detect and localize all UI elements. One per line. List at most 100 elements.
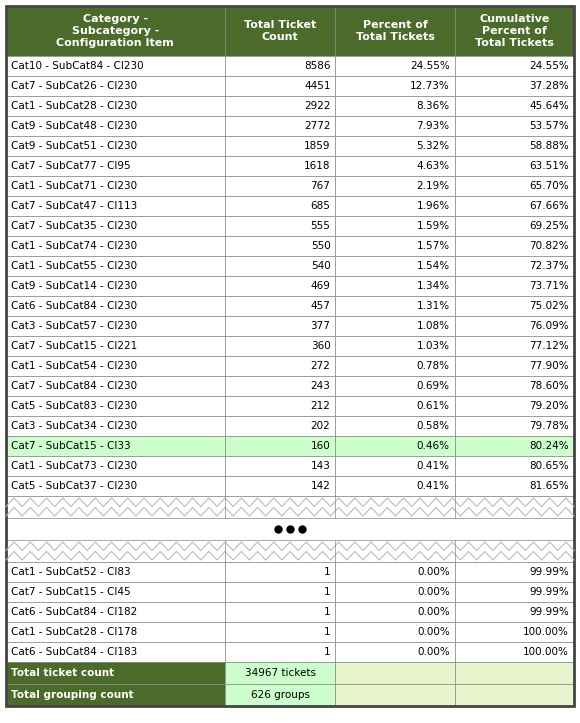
Bar	[6, 476, 224, 496]
Bar	[6, 540, 574, 562]
Text: 80.65%: 80.65%	[530, 461, 569, 471]
Bar	[455, 256, 574, 276]
Bar	[224, 156, 335, 176]
Bar	[224, 76, 335, 96]
Text: Cat9 - SubCat14 - CI230: Cat9 - SubCat14 - CI230	[11, 281, 137, 291]
Bar	[455, 602, 574, 622]
Bar	[224, 316, 335, 336]
Text: Cat1 - SubCat28 - CI178: Cat1 - SubCat28 - CI178	[11, 627, 137, 637]
Bar	[224, 602, 335, 622]
Bar	[455, 562, 574, 582]
Text: Cat7 - SubCat47 - CI113: Cat7 - SubCat47 - CI113	[11, 201, 137, 211]
Bar	[6, 602, 224, 622]
Text: 2.19%: 2.19%	[416, 181, 450, 191]
Text: Cat1 - SubCat55 - CI230: Cat1 - SubCat55 - CI230	[11, 261, 137, 271]
Text: 0.00%: 0.00%	[417, 647, 450, 657]
Text: 1.34%: 1.34%	[416, 281, 450, 291]
Bar	[335, 76, 455, 96]
Bar	[224, 196, 335, 216]
Bar	[335, 296, 455, 316]
Text: 81.65%: 81.65%	[529, 481, 569, 491]
Text: 77.90%: 77.90%	[530, 361, 569, 371]
Bar	[224, 116, 335, 136]
Bar	[6, 436, 224, 456]
Text: 143: 143	[310, 461, 331, 471]
Text: Total grouping count: Total grouping count	[11, 690, 133, 700]
Text: 1: 1	[324, 567, 331, 577]
Text: 70.82%: 70.82%	[530, 241, 569, 251]
Bar	[335, 396, 455, 416]
Text: Total Ticket
Count: Total Ticket Count	[244, 20, 316, 42]
Text: Cat5 - SubCat83 - CI230: Cat5 - SubCat83 - CI230	[11, 401, 137, 411]
Text: 8586: 8586	[304, 61, 331, 71]
Bar	[6, 336, 224, 356]
Text: 1: 1	[324, 647, 331, 657]
Text: 0.00%: 0.00%	[417, 587, 450, 597]
Bar	[224, 96, 335, 116]
Bar	[455, 476, 574, 496]
Bar	[455, 156, 574, 176]
Text: 0.00%: 0.00%	[417, 627, 450, 637]
Bar	[455, 456, 574, 476]
Bar	[6, 96, 224, 116]
Bar	[224, 56, 335, 76]
Text: 37.28%: 37.28%	[529, 81, 569, 91]
Bar	[455, 196, 574, 216]
Bar	[335, 56, 455, 76]
Text: Cat7 - SubCat77 - CI95: Cat7 - SubCat77 - CI95	[11, 161, 130, 171]
Bar	[6, 276, 224, 296]
Text: 1.57%: 1.57%	[416, 241, 450, 251]
Bar	[6, 196, 224, 216]
Bar	[224, 662, 335, 684]
Bar	[335, 436, 455, 456]
Bar	[455, 356, 574, 376]
Text: 100.00%: 100.00%	[523, 647, 569, 657]
Bar	[455, 684, 574, 706]
Bar	[6, 642, 224, 662]
Text: 202: 202	[311, 421, 331, 431]
Bar	[224, 416, 335, 436]
Text: 685: 685	[310, 201, 331, 211]
Bar	[6, 136, 224, 156]
Bar	[6, 376, 224, 396]
Text: Cat3 - SubCat34 - CI230: Cat3 - SubCat34 - CI230	[11, 421, 137, 431]
Text: 1.59%: 1.59%	[416, 221, 450, 231]
Bar	[6, 356, 224, 376]
Bar	[224, 396, 335, 416]
Bar	[455, 56, 574, 76]
Text: Cat9 - SubCat48 - CI230: Cat9 - SubCat48 - CI230	[11, 121, 137, 131]
Bar	[224, 456, 335, 476]
Bar	[224, 296, 335, 316]
Text: Percent of
Total Tickets: Percent of Total Tickets	[356, 20, 434, 42]
Text: 73.71%: 73.71%	[529, 281, 569, 291]
Text: 63.51%: 63.51%	[529, 161, 569, 171]
Text: 1.31%: 1.31%	[416, 301, 450, 311]
Bar	[6, 496, 574, 518]
Text: Cat1 - SubCat73 - CI230: Cat1 - SubCat73 - CI230	[11, 461, 137, 471]
Text: 550: 550	[311, 241, 331, 251]
Bar	[224, 562, 335, 582]
Text: 626 groups: 626 groups	[251, 690, 310, 700]
Bar	[224, 684, 335, 706]
Bar	[335, 582, 455, 602]
Bar	[455, 376, 574, 396]
Bar	[224, 6, 335, 56]
Text: 1: 1	[324, 587, 331, 597]
Text: 243: 243	[310, 381, 331, 391]
Bar	[335, 684, 455, 706]
Bar	[6, 256, 224, 276]
Text: 1.08%: 1.08%	[416, 321, 450, 331]
Text: Cat7 - SubCat35 - CI230: Cat7 - SubCat35 - CI230	[11, 221, 137, 231]
Text: 540: 540	[311, 261, 331, 271]
Text: 24.55%: 24.55%	[410, 61, 450, 71]
Text: Cat10 - SubCat84 - CI230: Cat10 - SubCat84 - CI230	[11, 61, 144, 71]
Text: Cat1 - SubCat74 - CI230: Cat1 - SubCat74 - CI230	[11, 241, 137, 251]
Bar	[6, 684, 224, 706]
Text: 78.60%: 78.60%	[530, 381, 569, 391]
Bar	[224, 642, 335, 662]
Bar	[335, 642, 455, 662]
Bar	[224, 216, 335, 236]
Text: 4451: 4451	[304, 81, 331, 91]
Bar	[6, 416, 224, 436]
Text: 100.00%: 100.00%	[523, 627, 569, 637]
